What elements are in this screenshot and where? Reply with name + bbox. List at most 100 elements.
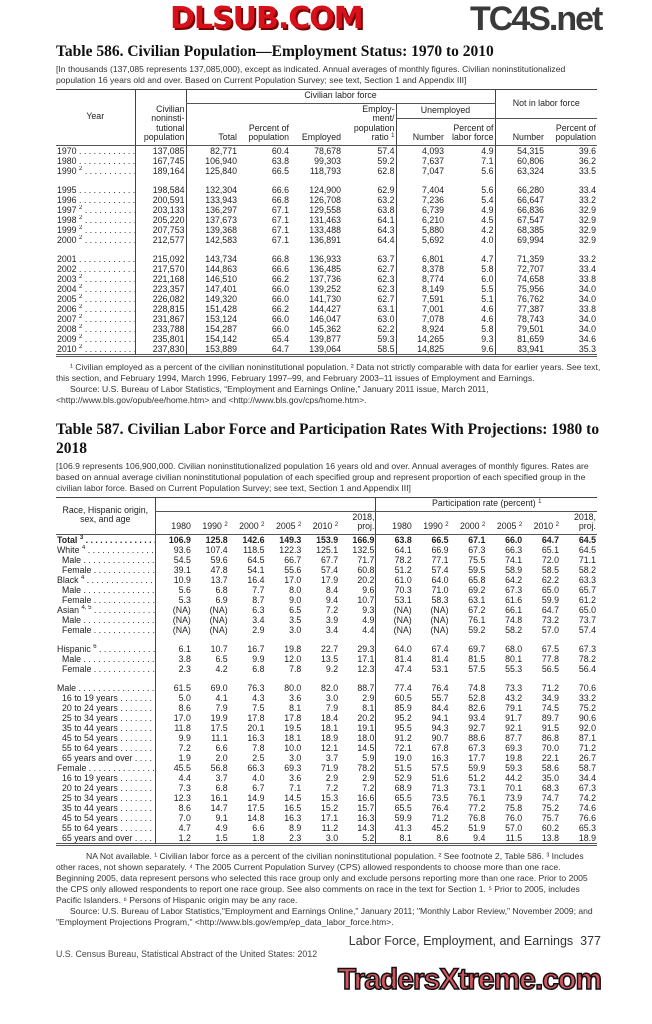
data-cell: 18.1 <box>321 722 339 733</box>
category-label: 20 to 24 years <box>62 702 118 713</box>
year-label: 1980 <box>57 155 77 166</box>
data-cell: 11.1 <box>211 732 228 743</box>
data-cell: 1.8 <box>228 832 266 846</box>
data-cell: 17.9 <box>321 574 339 585</box>
header-year-force-4: 2010 2 <box>302 511 340 535</box>
data-cell: 35.0 <box>541 772 559 783</box>
data-cell: 67.1 <box>271 224 289 235</box>
data-cell: 17.7 <box>468 752 486 763</box>
table-586-headnote: [In thousands (137,085 represents 137,08… <box>56 64 566 85</box>
data-cell: 151,428 <box>185 303 238 314</box>
dot-leader <box>118 693 155 703</box>
data-cell: 64.7 <box>238 343 290 357</box>
data-cell: 57.4 <box>377 145 395 156</box>
data-cell: 60.2 <box>541 822 559 833</box>
data-cell: 67.3 <box>505 584 523 595</box>
data-cell: 139,877 <box>309 333 341 344</box>
data-cell: 9.2 <box>325 663 339 674</box>
data-cell: 66.5 <box>271 165 289 176</box>
data-cell: 58.2 <box>505 624 523 635</box>
dot-leader <box>77 156 135 166</box>
data-cell: 34.9 <box>541 692 559 703</box>
dot-leader <box>77 254 135 264</box>
data-cell: 5.6 <box>154 584 192 595</box>
spacer-row <box>56 244 597 254</box>
data-cell: 65.8 <box>468 574 486 585</box>
data-cell: 66.1 <box>505 604 523 615</box>
data-cell: 153.9 <box>316 534 339 545</box>
data-cell: 78.2 <box>375 554 413 565</box>
data-cell: 2.9 <box>362 692 375 703</box>
category-label: 16 to 19 years <box>62 772 118 783</box>
data-cell: 70.6 <box>578 682 596 693</box>
data-cell: 16.6 <box>357 792 375 803</box>
dot-leader <box>118 783 155 793</box>
row-label: 1996 <box>56 195 135 205</box>
data-cell: 60,806 <box>494 155 545 166</box>
data-cell: 17.5 <box>247 802 265 813</box>
data-cell: 43.2 <box>505 692 523 703</box>
spacer-cell <box>523 674 560 683</box>
data-cell: 81.4 <box>375 653 413 664</box>
data-cell: 19.1 <box>357 722 375 733</box>
data-cell: 217,570 <box>134 263 186 274</box>
data-cell: 71.2 <box>578 742 596 753</box>
data-cell: 67.3 <box>578 782 596 793</box>
data-cell: 66.3 <box>505 544 523 555</box>
row-label: Female <box>56 565 155 575</box>
dot-leader <box>81 585 155 595</box>
data-cell: 65.0 <box>578 604 596 615</box>
data-cell: 7.2 <box>362 782 375 793</box>
category-label: Hispanic <box>57 643 91 654</box>
row-label: White 4 <box>56 545 155 555</box>
data-cell: (NA) <box>154 624 192 635</box>
data-cell: 11.8 <box>154 722 192 733</box>
header-participation-rate: Participation rate (percent) 1 <box>375 496 597 512</box>
table-row: 16 to 19 years 5.0 4.1 4.3 3.6 3.0 2.960.5 55.7… <box>56 692 597 703</box>
table-586: Year Civilian noninsti-tutional populati… <box>56 88 597 357</box>
spacer-cell <box>445 176 495 185</box>
data-cell: 237,830 <box>134 343 186 357</box>
data-cell: 66,280 <box>494 184 545 195</box>
data-cell: 4.3 <box>252 692 265 703</box>
data-cell: 59.2 <box>377 155 395 166</box>
dot-leader <box>82 294 135 304</box>
data-cell: 59.3 <box>377 333 395 344</box>
row-label: 1999 2 <box>56 225 135 235</box>
data-cell: 16.5 <box>284 802 302 813</box>
data-cell: 76.4 <box>431 802 449 813</box>
table-586-footnotes: ¹ Civilian employed as a percent of the … <box>56 361 601 383</box>
data-cell: 5.3 <box>154 594 192 605</box>
data-cell: 15.3 <box>321 792 339 803</box>
row-label: 35 to 44 years <box>56 723 155 733</box>
table-row: 2006 2228,815151,42866.2144,42763.17,001… <box>56 303 597 314</box>
table-587: Race, Hispanic origin, sex, and age Part… <box>56 496 597 846</box>
data-cell: 66.0 <box>271 283 289 294</box>
data-cell: 87.7 <box>505 732 523 743</box>
data-cell: 3.6 <box>289 772 302 783</box>
data-cell: 78.2 <box>578 653 596 664</box>
category-label: Total <box>57 534 78 545</box>
data-cell: 3.9 <box>325 614 339 625</box>
data-cell: 2.9 <box>252 624 265 635</box>
header-nilf-number: Number <box>494 118 545 146</box>
data-cell: 58.3 <box>431 594 449 605</box>
data-cell: 58.5 <box>541 564 559 575</box>
data-cell: 3.5 <box>289 614 302 625</box>
data-cell: 2.9 <box>362 772 375 783</box>
data-cell: 17.0 <box>284 574 302 585</box>
data-cell: 71.3 <box>431 782 449 793</box>
data-cell: 45.5 <box>154 762 192 773</box>
data-cell: 16.3 <box>357 812 375 823</box>
data-cell: 32.9 <box>578 204 596 215</box>
data-cell: 8,149 <box>395 283 445 294</box>
year-text: 2010 <box>533 521 554 531</box>
data-cell: 18.4 <box>321 712 339 723</box>
footnote-marker: 4 <box>81 544 86 551</box>
table-row: Male3.86.59.912.013.517.181.481.481.580.… <box>56 653 597 664</box>
data-cell: 58.6 <box>541 762 559 773</box>
header-year-force-0: 1980 <box>154 511 192 535</box>
data-cell: 6.6 <box>215 742 228 753</box>
table-row: Hispanic 66.110.716.719.822.729.364.067.… <box>56 643 597 654</box>
data-cell: 69.7 <box>468 643 486 654</box>
